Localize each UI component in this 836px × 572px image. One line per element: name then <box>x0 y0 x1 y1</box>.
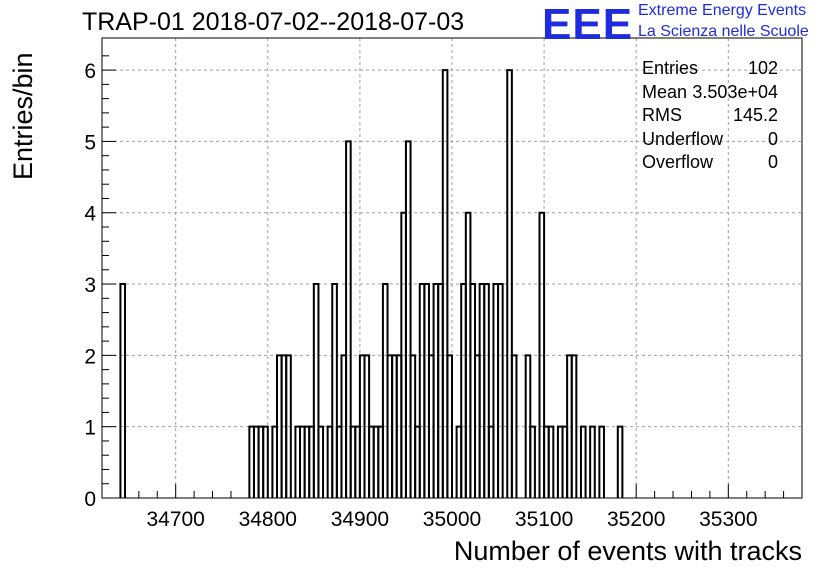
y-tick-label: 4 <box>84 203 96 226</box>
histogram-bin <box>616 425 624 498</box>
x-tick-label: 34800 <box>239 508 297 531</box>
stat-row-underflow: Underflow 0 <box>640 129 780 153</box>
histogram-bin <box>119 283 127 498</box>
histogram-bin <box>497 283 504 498</box>
histogram-bin <box>538 211 546 498</box>
logo-line-1: Extreme Energy Events <box>638 2 807 19</box>
histogram-bin <box>262 425 269 498</box>
histogram-bin <box>317 425 325 498</box>
histogram-bin <box>285 354 292 498</box>
histogram-bin <box>404 140 412 498</box>
x-tick-label: 35200 <box>607 508 665 531</box>
stat-value: 0 <box>767 128 778 149</box>
x-tick-label: 35000 <box>423 508 481 531</box>
histogram-bin <box>441 69 449 498</box>
stat-value: 0 <box>767 152 778 172</box>
stat-value: 145.2 <box>732 105 778 125</box>
histogram-bin <box>598 425 605 498</box>
stat-label: Mean <box>642 81 688 102</box>
x-tick-label: 34900 <box>331 508 389 531</box>
stat-row-rms: RMS 145.2 <box>640 105 780 129</box>
stat-value: 3.503e+04 <box>692 81 778 102</box>
stat-row-mean: Mean 3.503e+04 <box>640 82 780 106</box>
y-tick-label: 1 <box>84 417 96 440</box>
histogram-bin <box>506 69 513 498</box>
chart-title: TRAP-01 2018-07-02--2018-07-03 <box>82 8 465 36</box>
histogram-bin <box>570 354 578 498</box>
histogram-bin <box>589 425 596 498</box>
stat-value: 102 <box>747 58 778 78</box>
stat-row-entries: Entries 102 <box>640 58 780 82</box>
histogram-bin <box>312 283 320 498</box>
histogram-bin <box>446 354 453 498</box>
y-tick-label: 5 <box>84 131 96 154</box>
x-tick-label: 34700 <box>146 508 204 531</box>
y-tick-label: 6 <box>84 60 96 83</box>
stat-label: Overflow <box>642 152 714 172</box>
histogram-bin <box>331 283 338 498</box>
histogram-bin <box>510 354 518 498</box>
x-axis-label: Number of events with tracks <box>453 536 802 566</box>
y-tick-label: 2 <box>84 345 96 368</box>
stat-row-overflow: Overflow 0 <box>640 152 780 176</box>
x-tick-label: 35300 <box>699 508 757 531</box>
eee-logo: EEE <box>542 0 634 49</box>
histogram-bin <box>547 425 555 498</box>
stat-label: Underflow <box>642 128 724 149</box>
y-axis-label: Entries/bin <box>8 52 38 180</box>
stats-box: Entries 102 Mean 3.503e+04 RMS 145.2 Und… <box>640 58 780 176</box>
stat-label: RMS <box>642 105 682 125</box>
y-tick-label: 3 <box>84 274 96 297</box>
histogram-bin <box>345 140 352 498</box>
stat-label: Entries <box>642 58 699 78</box>
y-tick-label: 0 <box>84 488 96 511</box>
histogram-bin <box>483 283 490 498</box>
logo-line-2: La Scienza nelle Scuole <box>638 23 809 40</box>
histogram-bin <box>529 425 536 498</box>
x-tick-label: 35100 <box>515 508 573 531</box>
histogram-bin <box>579 425 587 498</box>
